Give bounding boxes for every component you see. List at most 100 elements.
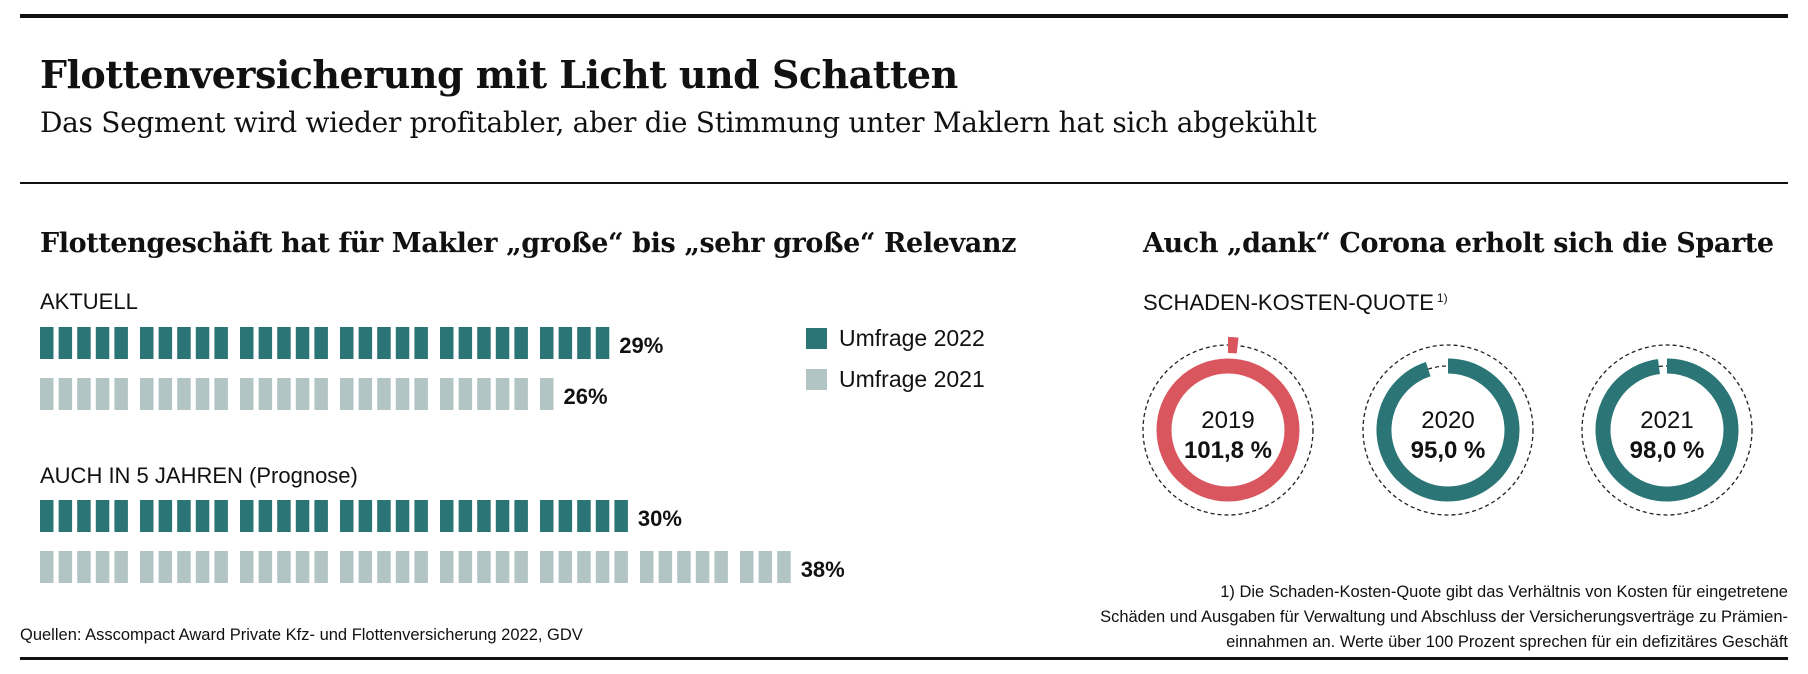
legend-item-2021: Umfrage 2021 (806, 359, 985, 400)
bar-segment (258, 551, 273, 583)
bar-segment (214, 500, 228, 532)
donut-chart-subtitle: SCHADEN-KOSTEN-QUOTE 1) (1143, 290, 1448, 316)
legend: Umfrage 2022 Umfrage 2021 (806, 318, 985, 400)
bar-segment (114, 327, 128, 359)
bar-segment (440, 500, 454, 532)
donut-subtitle-text: SCHADEN-KOSTEN-QUOTE (1143, 290, 1434, 315)
bar-segment (595, 500, 610, 532)
bar-segment (58, 327, 73, 359)
footnote-line: 1) Die Schaden-Kosten-Quote gibt das Ver… (1220, 583, 1788, 601)
bar-segment (595, 551, 610, 583)
bar-segment (240, 551, 254, 583)
page-subtitle: Das Segment wird wieder profitabler, abe… (40, 106, 1317, 139)
bar-value-label: 38% (801, 557, 845, 582)
bar-segment (477, 551, 491, 583)
footnote-mark: 1) (1436, 290, 1448, 305)
bar-segment (177, 500, 191, 532)
bar-segment (714, 551, 728, 583)
bar-segment (258, 378, 273, 410)
bar-segment (95, 551, 110, 583)
bar-segment (514, 378, 528, 410)
bar-segment (340, 327, 354, 359)
bar-segment (358, 327, 373, 359)
bar-segment (95, 378, 110, 410)
bar-segment (195, 327, 210, 359)
donut-chart-title: Auch „dank“ Corona erholt sich die Spart… (1143, 228, 1774, 259)
bar-segment (658, 551, 673, 583)
source-note: Quellen: Asscompact Award Private Kfz- u… (20, 626, 583, 644)
bar-segment (214, 378, 228, 410)
bar-segment (295, 327, 310, 359)
bar-segment (558, 327, 573, 359)
bar-segment (295, 500, 310, 532)
page-title: Flottenversicherung mit Licht und Schatt… (40, 52, 958, 97)
bar-segment (40, 500, 54, 532)
bar-segment (140, 327, 154, 359)
bar-segment (540, 327, 554, 359)
bar-segment (40, 551, 54, 583)
bar-segment (114, 500, 128, 532)
donut-outer-dashed-circle (1362, 344, 1534, 516)
bar-segment (395, 378, 410, 410)
bar-segment (58, 378, 73, 410)
bar-segment (140, 551, 154, 583)
bar-segment (477, 327, 491, 359)
bar-segment (240, 327, 254, 359)
bar-segment (614, 500, 628, 532)
bar-segment (140, 378, 154, 410)
bar-segment (340, 500, 354, 532)
bar-segment (377, 378, 391, 410)
bar-segment (140, 500, 154, 532)
group-label-aktuell: AKTUELL (40, 289, 138, 314)
bar-segment (440, 378, 454, 410)
donut-ring (1376, 358, 1520, 502)
bar-segment (377, 500, 391, 532)
bar-segment (414, 500, 428, 532)
bar-segment (514, 500, 528, 532)
bar-segment (395, 327, 410, 359)
bar-segment (458, 327, 473, 359)
bar-segment (540, 378, 554, 410)
footnote: 1) Die Schaden-Kosten-Quote gibt das Ver… (1028, 580, 1788, 655)
bar-segment (595, 327, 610, 359)
bar-segment (495, 500, 510, 532)
bar-segment (40, 378, 54, 410)
legend-label-2022: Umfrage 2022 (839, 325, 985, 351)
bar-segment (740, 551, 754, 583)
bar-segment (214, 327, 228, 359)
bar-segment (277, 500, 291, 532)
bar-segment (77, 327, 91, 359)
bar-segment (114, 551, 128, 583)
bar-segment (458, 378, 473, 410)
bar-segment (395, 551, 410, 583)
donut-outer-dashed-circle (1581, 344, 1753, 516)
bar-value-label: 26% (564, 384, 608, 409)
bottom-rule (20, 657, 1788, 660)
header-divider (20, 182, 1788, 184)
bar-segment (358, 551, 373, 583)
bar-segment (258, 500, 273, 532)
bar-segment (540, 551, 554, 583)
bar-segment (40, 327, 54, 359)
bar-segment (77, 500, 91, 532)
bar-segment (277, 327, 291, 359)
bar-segment (240, 500, 254, 532)
bar-segment (177, 327, 191, 359)
bar-segment (477, 500, 491, 532)
donut-value-label: 98,0 % (1630, 437, 1705, 464)
bar-segment (195, 500, 210, 532)
bar-segment (177, 551, 191, 583)
bar-segment (640, 551, 654, 583)
bar-segment (414, 378, 428, 410)
bar-segment (314, 551, 328, 583)
bar-segment (58, 500, 73, 532)
bar-segment (314, 500, 328, 532)
bar-segment (158, 378, 173, 410)
donut-year-label: 2020 (1421, 407, 1474, 434)
bar-chart-title: Flottengeschäft hat für Makler „große“ b… (40, 228, 1017, 259)
donut-value-label: 95,0 % (1411, 437, 1486, 464)
bar-segment (458, 500, 473, 532)
bar-segment (758, 551, 773, 583)
bar-segment (314, 378, 328, 410)
